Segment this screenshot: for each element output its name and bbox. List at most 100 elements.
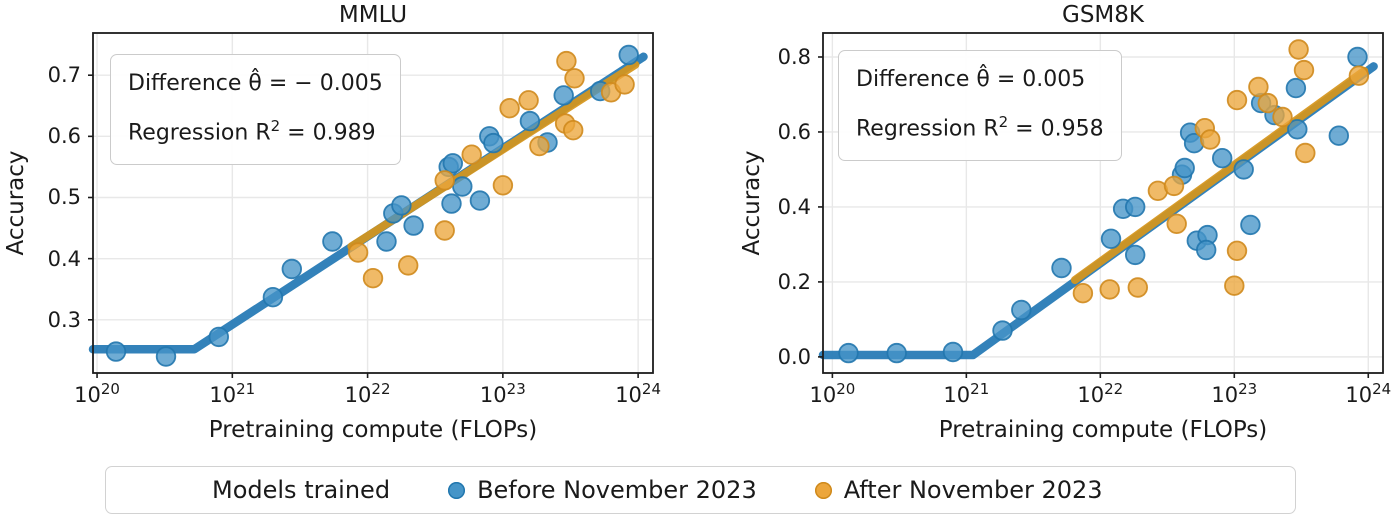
data-point-after (499, 97, 520, 119)
data-point-before (452, 176, 473, 197)
data-point-before (992, 320, 1013, 341)
data-point-after (362, 268, 384, 289)
plot-title-gsm8k: GSM8K (1062, 2, 1144, 28)
data-point-before (1287, 119, 1308, 140)
data-point-before (838, 342, 859, 364)
trend-line-after (1070, 66, 1369, 284)
data-point-before (483, 132, 504, 154)
data-point-before (262, 287, 284, 308)
data-point-after (1166, 213, 1187, 235)
data-point-before (1240, 214, 1261, 236)
y-tick-label: 0.4 (777, 194, 811, 219)
annotation-difference: Difference θ̂ = 0.005 (856, 67, 1086, 92)
data-point-before (618, 44, 639, 66)
data-point-before (519, 110, 541, 132)
data-point-after (1226, 240, 1248, 262)
data-point-before (391, 195, 412, 216)
data-point-before (322, 231, 343, 252)
x-tick-label: 1022 (1077, 380, 1124, 407)
plot-border (92, 32, 654, 374)
y-axis-label-right: Accuracy (739, 150, 765, 256)
data-point-before (1328, 125, 1350, 146)
legend-item-before: Before November 2023 (448, 476, 757, 504)
data-point-before (281, 258, 303, 280)
y-tick-label: 0.4 (47, 246, 81, 271)
y-tick-label: 0.6 (47, 124, 81, 149)
data-point-after (1293, 59, 1315, 81)
data-point-before (1100, 228, 1122, 250)
data-point-after (556, 50, 577, 72)
data-point-after (1199, 129, 1221, 150)
data-point-after (398, 255, 419, 276)
data-point-after (1224, 275, 1245, 296)
data-point-before (403, 215, 424, 236)
data-point-before (1174, 157, 1195, 179)
y-tick-label: 0.5 (47, 185, 81, 210)
data-point-before (553, 85, 574, 106)
data-point-before (105, 341, 127, 362)
x-tick-label: 1020 (74, 380, 120, 407)
x-tick-label: 1020 (809, 380, 856, 407)
x-tick-label: 1024 (615, 380, 662, 407)
data-point-after (564, 68, 585, 89)
data-point-after (347, 242, 369, 263)
y-tick-label: 0.2 (777, 269, 811, 294)
annotation-regression: Regression R2 = 0.958 (856, 113, 1104, 142)
x-tick-label: 1024 (1345, 380, 1392, 407)
data-point-after (1257, 92, 1279, 114)
data-point-after (1099, 279, 1120, 300)
y-tick-label: 0.0 (777, 344, 811, 369)
annotation-box-mmlu: Difference θ̂ = − 0.005 Regression R2 = … (110, 54, 401, 166)
data-point-after (1248, 76, 1269, 98)
data-point-after (563, 119, 584, 141)
data-point-before (1233, 159, 1254, 180)
data-point-after (1127, 277, 1149, 298)
data-point-before (376, 231, 397, 252)
y-axis-label-left: Accuracy (3, 150, 29, 256)
data-point-before (1124, 244, 1146, 266)
y-tick-label: 0.8 (777, 44, 811, 69)
data-point-before (469, 190, 491, 211)
data-point-after (1226, 89, 1248, 111)
data-point-before (441, 193, 462, 214)
data-point-after (1272, 106, 1293, 128)
legend-label-after: After November 2023 (843, 476, 1103, 504)
scatter-plots-canvas (88, 32, 1384, 378)
data-point-after (1072, 283, 1094, 304)
y-tick-label: 0.3 (47, 307, 81, 332)
annotation-box-gsm8k: Difference θ̂ = 0.005 Regression R2 = 0.… (838, 50, 1122, 162)
data-point-after (518, 90, 539, 111)
data-point-after (434, 220, 455, 241)
plot-border (822, 32, 1384, 374)
y-tick-label: 0.6 (777, 119, 811, 144)
legend-title: Models trained (212, 476, 391, 504)
data-point-after (614, 74, 635, 95)
data-point-before (208, 326, 230, 348)
data-point-before (1051, 257, 1072, 279)
data-point-after (492, 175, 514, 196)
data-point-before (942, 341, 964, 363)
data-point-before (155, 346, 177, 367)
data-point-after (1295, 142, 1316, 164)
x-axis-label-right: Pretraining compute (FLOPs) (938, 417, 1268, 443)
legend-marker-after-icon (814, 481, 832, 499)
data-point-after (434, 170, 455, 191)
data-point-after (529, 135, 550, 157)
legend-marker-before-icon (448, 481, 466, 499)
data-point-after (1163, 175, 1185, 197)
data-point-after (1288, 39, 1309, 60)
data-point-before (1195, 239, 1217, 261)
data-point-before (1124, 196, 1146, 218)
legend-item-after: After November 2023 (814, 476, 1103, 504)
x-axis-label-left: Pretraining compute (FLOPs) (208, 417, 538, 443)
data-point-before (1211, 147, 1233, 169)
x-tick-label: 1022 (344, 380, 391, 407)
legend: Models trained Before November 2023 Afte… (105, 466, 1296, 514)
x-tick-label: 1023 (1211, 380, 1258, 407)
y-tick-label: 0.7 (47, 63, 81, 88)
annotation-regression: Regression R2 = 0.989 (128, 117, 376, 146)
x-tick-label: 1023 (479, 380, 526, 407)
data-point-after (1348, 65, 1370, 86)
plot-title-mmlu: MMLU (338, 2, 408, 28)
